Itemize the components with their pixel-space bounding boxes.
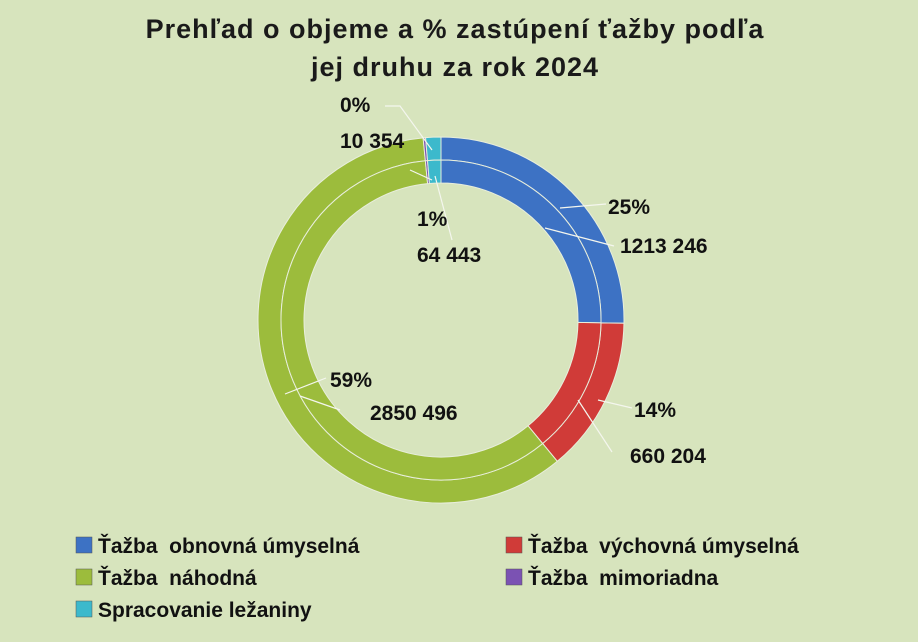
leader-line [284, 377, 327, 395]
chart-title: Prehľad o objeme a % zastúpení ťažby pod… [146, 14, 765, 44]
outer-ring-slice [425, 136, 442, 162]
data-label: 10 354 [340, 130, 405, 153]
percent-label: 0% [340, 94, 371, 117]
percent-label: 14% [634, 399, 676, 422]
inner-ring-slice [440, 159, 602, 324]
legend-swatch [75, 600, 93, 618]
percent-label: 59% [330, 369, 372, 392]
legend-label: Ťažba výchovná úmyselná [528, 534, 799, 558]
leader-line [597, 399, 633, 409]
leader-line [299, 395, 341, 411]
leader-line [409, 169, 433, 181]
percent-label: 1% [417, 208, 448, 231]
legend-label: Ťažba náhodná [98, 566, 257, 590]
legend-swatch [75, 536, 93, 554]
data-label: 64 443 [417, 244, 481, 267]
legend-label: Ťažba obnovná úmyselná [98, 534, 360, 558]
legend-swatch [505, 568, 523, 586]
legend-label: Ťažba mimoriadna [528, 566, 719, 590]
data-label: 660 204 [630, 445, 706, 468]
inner-ring-slice [280, 160, 544, 481]
leader-line [544, 227, 615, 247]
leader-line [577, 399, 613, 453]
data-label: 1213 246 [620, 235, 708, 258]
leader-line [559, 203, 607, 209]
leader-line [385, 105, 433, 151]
inner-ring-slice [426, 159, 442, 185]
legend-swatch [505, 536, 523, 554]
legend-swatch [75, 568, 93, 586]
leader-line [434, 175, 453, 241]
data-label: 2850 496 [370, 402, 458, 425]
chart-title: jej druhu za rok 2024 [310, 52, 599, 82]
legend-label: Spracovanie ležaniny [98, 599, 312, 622]
percent-label: 25% [608, 196, 650, 219]
